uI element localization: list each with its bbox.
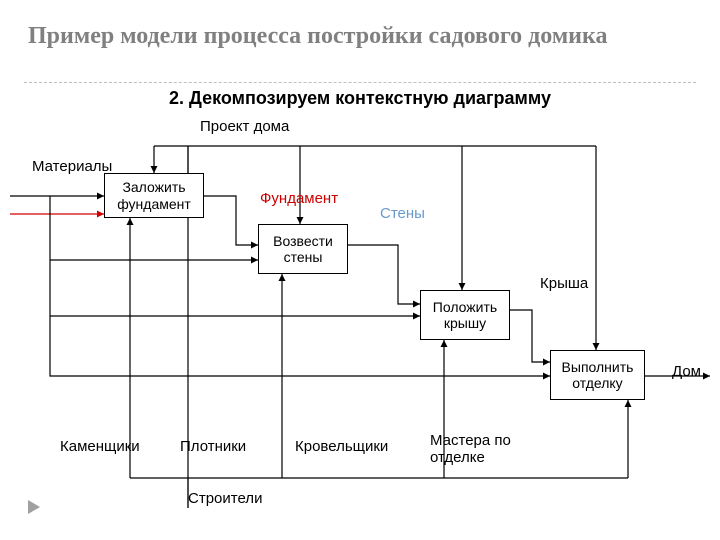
label-masons: Каменщики	[60, 438, 140, 455]
label-roofers: Кровельщики	[295, 438, 388, 455]
label-walls: Стены	[380, 205, 425, 222]
node-lay-roof: Положитькрышу	[420, 290, 510, 340]
node-lay-foundation: Заложитьфундамент	[104, 173, 204, 218]
edge-n1_out	[204, 196, 258, 245]
play-icon	[28, 500, 40, 514]
node-finish: Выполнитьотделку	[550, 350, 645, 400]
diagram-edges	[0, 0, 720, 540]
edge-n2_out	[348, 245, 420, 304]
edge-n3_out	[510, 310, 550, 362]
label-materials: Материалы	[32, 158, 112, 175]
edge-mat_to_n3	[50, 260, 420, 316]
label-finishers: Мастера поотделке	[430, 432, 511, 466]
label-builders: Строители	[188, 490, 262, 507]
label-fund: Фундамент	[260, 190, 338, 207]
node-build-walls: Возвестистены	[258, 224, 348, 274]
label-roof: Крыша	[540, 275, 588, 292]
label-house: Дом	[672, 363, 701, 380]
label-carp: Плотники	[180, 438, 246, 455]
label-project: Проект дома	[200, 118, 289, 135]
